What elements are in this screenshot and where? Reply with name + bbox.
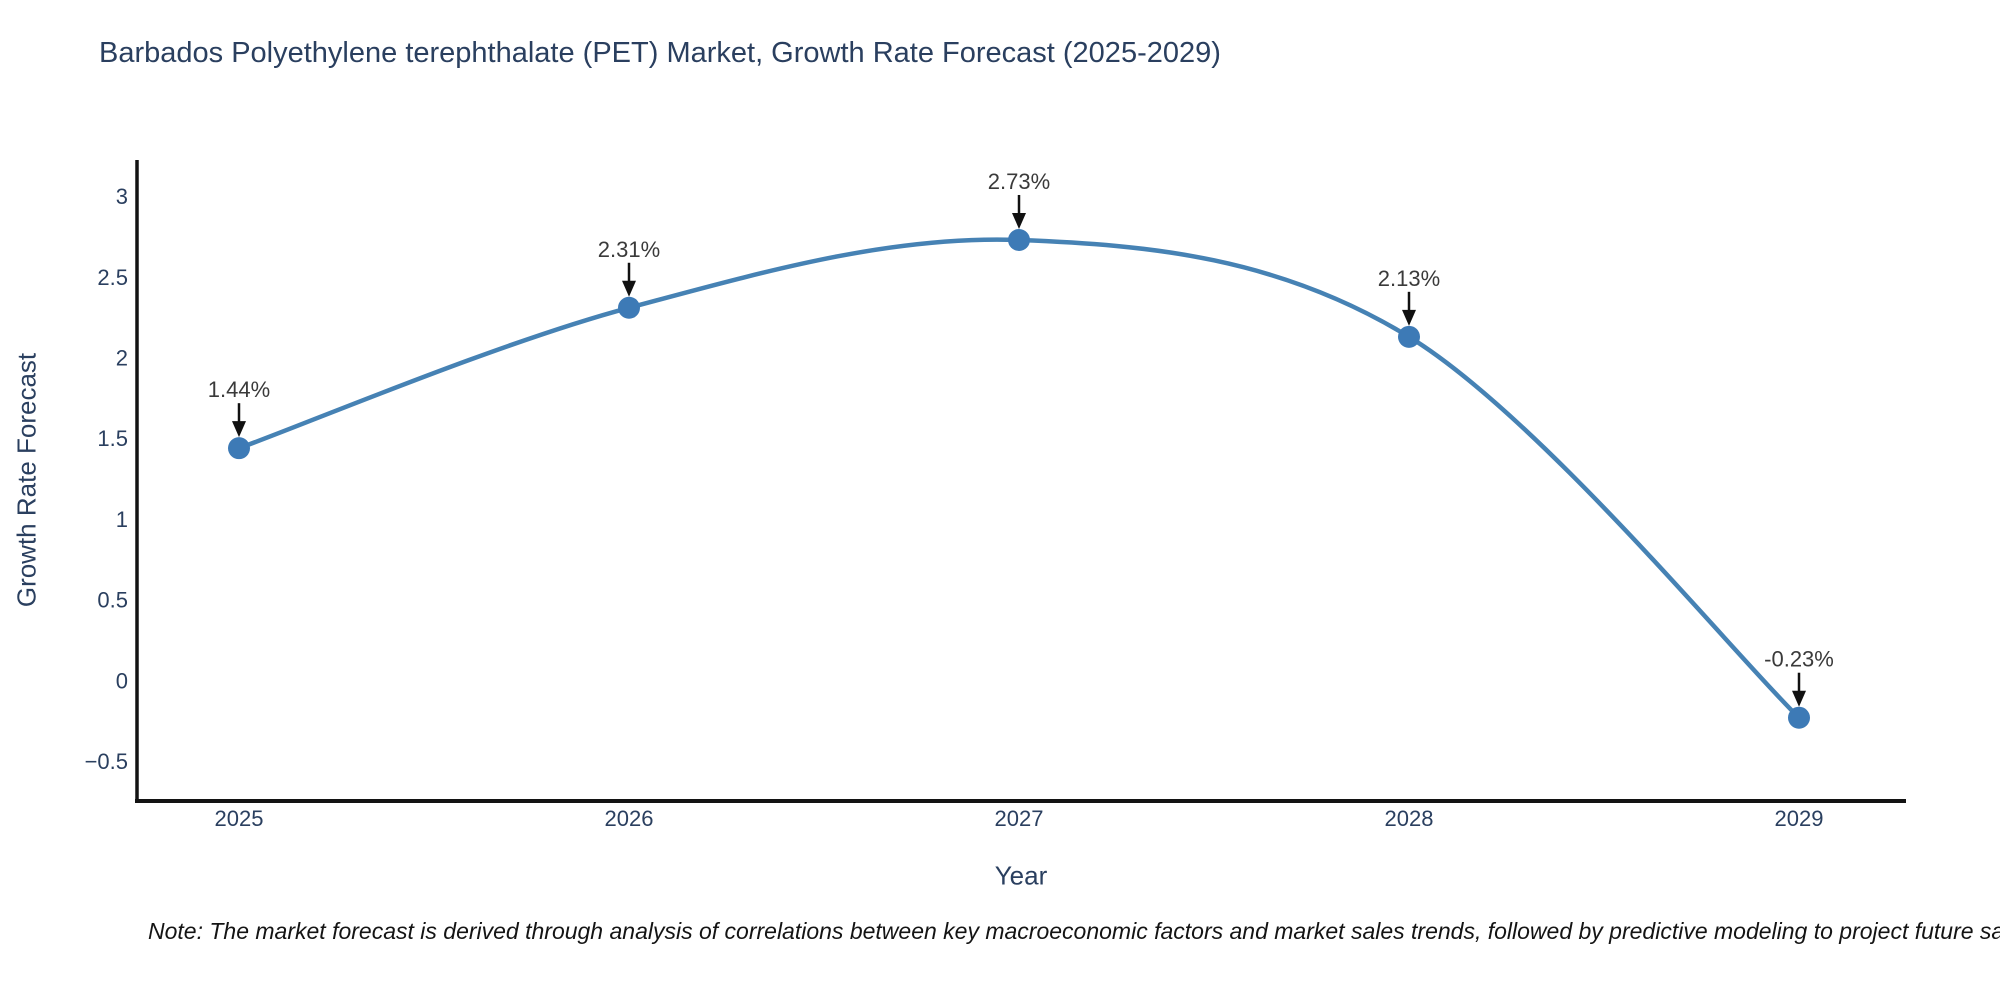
annotation-label: 2.73%	[988, 169, 1050, 194]
series-line	[236, 237, 1802, 720]
annotation-label: -0.23%	[1764, 647, 1834, 672]
y-tick-label: 1.5	[97, 426, 128, 451]
x-tick-label: 2025	[215, 806, 264, 831]
y-tick-label: −0.5	[85, 749, 128, 774]
x-axis-title: Year	[994, 860, 1048, 891]
y-tick-label: 2	[116, 346, 128, 371]
data-point-2027[interactable]	[1008, 228, 1030, 251]
annotation-label: 1.44%	[208, 377, 270, 402]
annotation-label: 2.13%	[1378, 266, 1440, 291]
y-tick-label: 2.5	[97, 265, 128, 290]
y-tick-label: 0.5	[97, 588, 128, 613]
x-tick-label: 2028	[1385, 806, 1434, 831]
chart-title: Barbados Polyethylene terephthalate (PET…	[99, 37, 1221, 69]
data-point-2029[interactable]	[1788, 706, 1810, 729]
y-tick-label: 3	[116, 184, 128, 209]
data-point-2026[interactable]	[618, 296, 640, 319]
annotation-arrow-head-icon	[1012, 212, 1026, 229]
annotation-arrow-head-icon	[232, 421, 246, 438]
data-point-2028[interactable]	[1398, 325, 1420, 348]
footnote: Note: The market forecast is derived thr…	[148, 918, 2000, 944]
y-tick-label: 1	[116, 507, 128, 532]
x-tick-label: 2029	[1775, 806, 1824, 831]
data-point-2025[interactable]	[228, 437, 250, 460]
annotation-arrow-head-icon	[1792, 690, 1806, 707]
y-tick-label: 0	[116, 668, 128, 693]
x-tick-label: 2026	[605, 806, 654, 831]
x-tick-label: 2027	[995, 806, 1044, 831]
annotation-arrow-head-icon	[1402, 309, 1416, 326]
annotation-label: 2.31%	[598, 237, 660, 262]
annotation-arrow-head-icon	[622, 280, 636, 297]
